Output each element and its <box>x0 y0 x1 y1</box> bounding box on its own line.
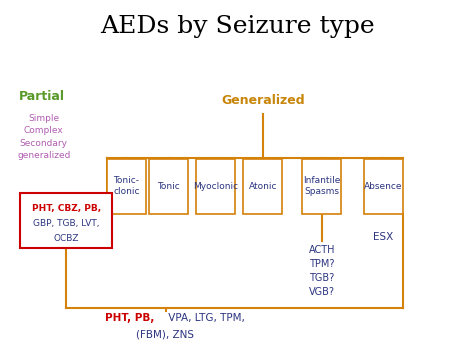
Text: PHT, PB,: PHT, PB, <box>105 313 155 323</box>
Text: Simple
Complex
Secondary
generalized: Simple Complex Secondary generalized <box>17 114 71 160</box>
Text: GBP, TGB, LVT,: GBP, TGB, LVT, <box>33 219 100 228</box>
FancyBboxPatch shape <box>364 159 402 214</box>
Text: Partial: Partial <box>18 90 64 103</box>
Text: Generalized: Generalized <box>221 93 305 106</box>
FancyBboxPatch shape <box>149 159 188 214</box>
Text: Absence: Absence <box>364 182 402 191</box>
Text: VPA, LTG, TPM,: VPA, LTG, TPM, <box>165 313 245 323</box>
Text: Infantile
Spasms: Infantile Spasms <box>303 176 340 196</box>
Text: Myoclonic: Myoclonic <box>193 182 238 191</box>
Text: Tonic-
clonic: Tonic- clonic <box>113 176 139 196</box>
FancyBboxPatch shape <box>196 159 236 214</box>
Text: ACTH
TPM?
TGB?
VGB?: ACTH TPM? TGB? VGB? <box>309 245 335 297</box>
FancyBboxPatch shape <box>302 159 341 214</box>
FancyBboxPatch shape <box>243 159 283 214</box>
FancyBboxPatch shape <box>107 159 146 214</box>
Text: Tonic: Tonic <box>157 182 180 191</box>
Text: Atonic: Atonic <box>249 182 277 191</box>
Text: ESX: ESX <box>373 233 393 242</box>
Text: (FBM), ZNS: (FBM), ZNS <box>136 329 194 339</box>
Text: OCBZ: OCBZ <box>54 234 79 242</box>
Text: PHT, CBZ, PB,: PHT, CBZ, PB, <box>32 204 101 213</box>
Text: AEDs by Seizure type: AEDs by Seizure type <box>100 15 374 38</box>
FancyBboxPatch shape <box>20 193 112 248</box>
